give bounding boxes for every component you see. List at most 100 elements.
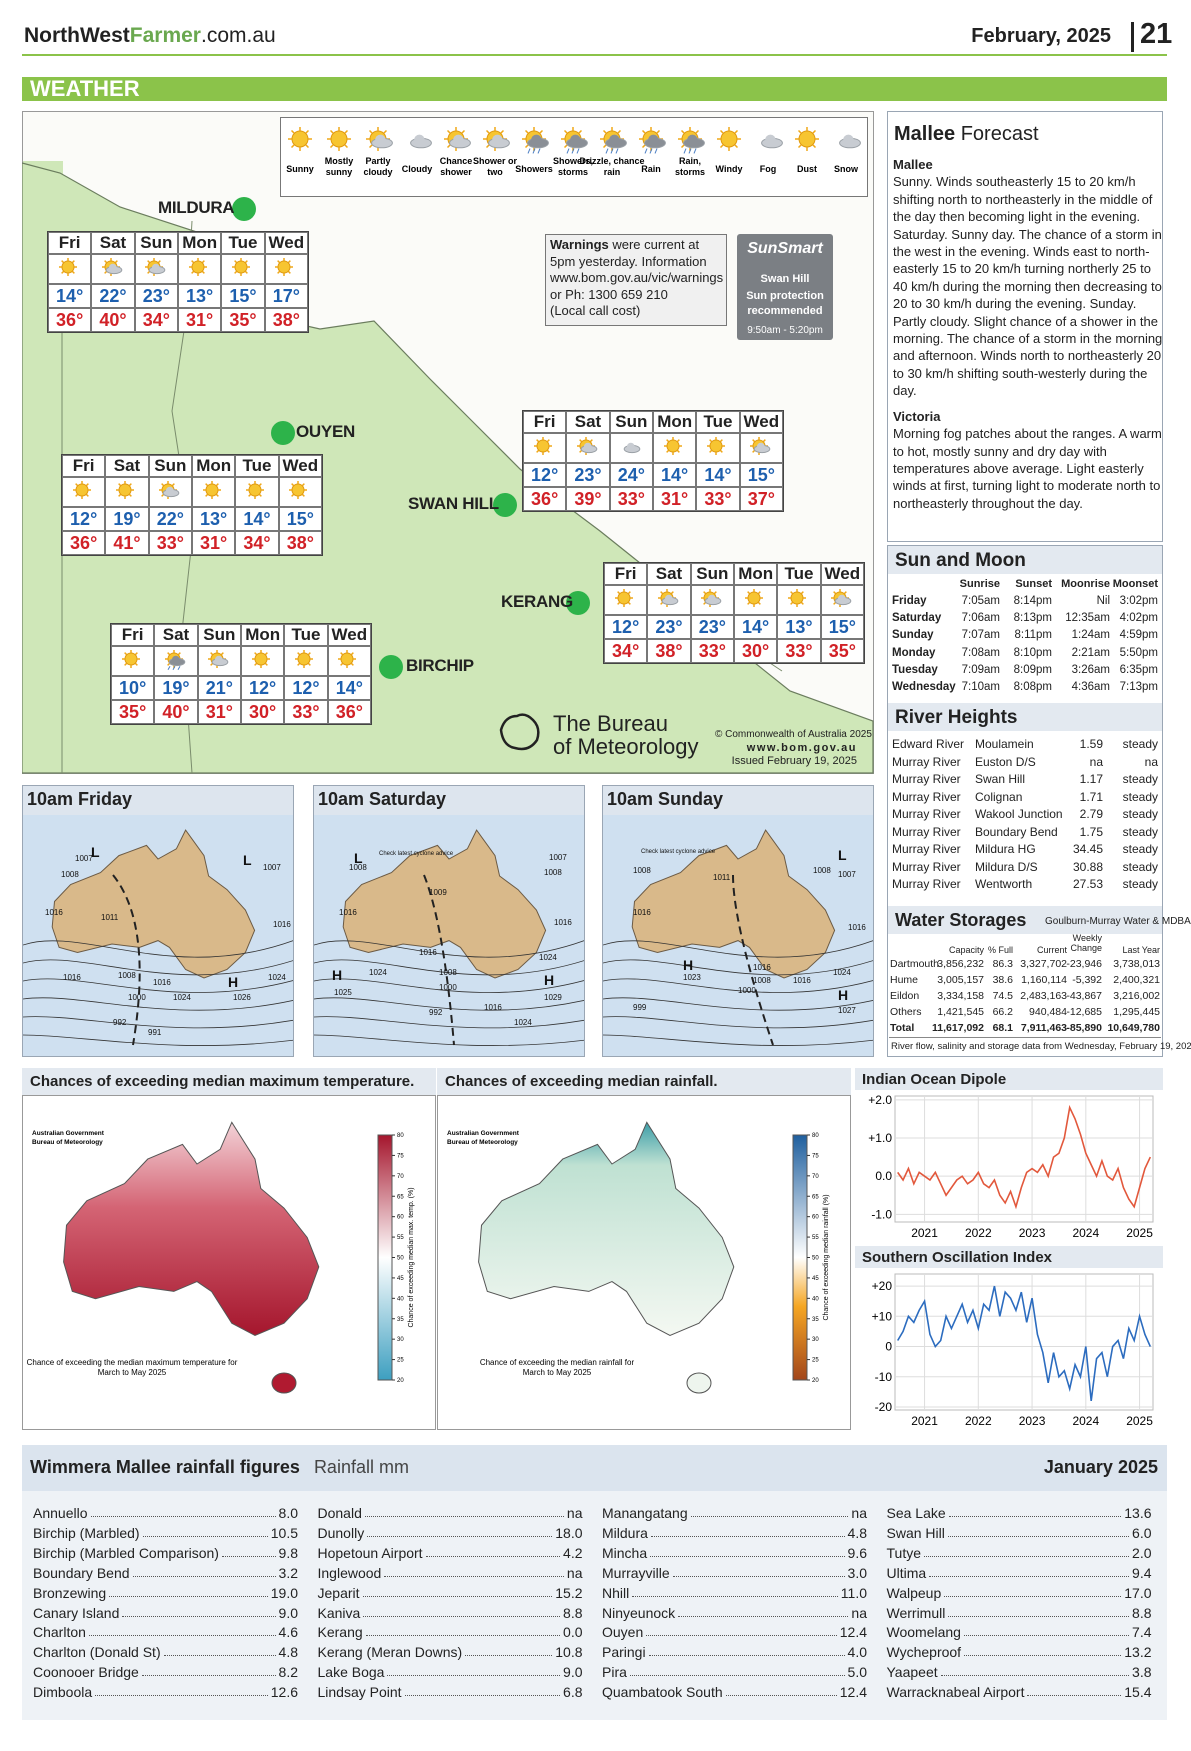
low-temp: 15° (820, 615, 864, 639)
sun-ray (752, 439, 756, 443)
pressure-label: 1016 (153, 978, 171, 987)
sun-ray (616, 601, 620, 605)
sun-ray (302, 493, 306, 497)
column-header: Moonrise (1061, 578, 1110, 590)
weather-icon (231, 258, 250, 276)
day: Wed (264, 232, 308, 254)
band (888, 906, 1162, 934)
rainfall-row: Birchip (Marbled) 10.5 (33, 1525, 298, 1541)
note: River flow, salinity and storage data fr… (891, 1041, 1191, 1052)
sun (234, 260, 248, 274)
high-temp: 36° (62, 531, 106, 555)
sun-ray (578, 129, 583, 134)
amount: 12.4 (839, 1624, 867, 1641)
icon (101, 258, 123, 276)
separator (1131, 22, 1134, 52)
station: Dunolly (317, 1524, 365, 1541)
data-panel (887, 545, 1163, 1057)
sun-ray (546, 449, 550, 453)
colorbar-label: 50 (812, 1256, 819, 1262)
unit: Rainfall mm (313, 1457, 409, 1477)
sun-ray (602, 129, 607, 134)
sun-ray (734, 144, 739, 149)
weather-icon (410, 134, 432, 149)
pressure-label: 1024 (369, 968, 387, 977)
amount: 17.0 (1124, 1584, 1152, 1601)
high-temp: 34° (604, 639, 648, 663)
forecast-text: Morning fog patches about the ranges. A … (893, 426, 1162, 511)
low-temp: 10° (111, 676, 155, 700)
isobar (603, 978, 873, 993)
icon-cell (777, 585, 821, 615)
town-dot (232, 197, 256, 221)
pressure-label: 1016 (273, 920, 291, 929)
warnings-line: www.bom.gov.au/vic/warnings (550, 270, 724, 285)
trend: na (1144, 754, 1158, 769)
time: 4:59pm (1119, 629, 1158, 642)
station: Sea Lake (886, 1505, 946, 1521)
section-banner: WEATHER (22, 77, 1167, 101)
icon (576, 437, 598, 455)
continent (51, 829, 256, 979)
sun (720, 130, 738, 148)
icon (750, 437, 771, 455)
pressure-label: 1008 (61, 870, 79, 879)
amount: 4.2 (563, 1544, 583, 1561)
town-label: OUYEN (296, 422, 355, 441)
sun-ray (290, 144, 295, 149)
sun-ray (147, 270, 151, 274)
sunsmart-text: Sun protection (746, 290, 824, 302)
sun-ray (258, 483, 262, 487)
isobar (314, 1016, 584, 1029)
station: Quambatook South (602, 1684, 723, 1701)
icon (251, 650, 270, 668)
weather-icon (327, 127, 351, 151)
low-temp: 12° (62, 507, 106, 531)
y-tick-label: 0.0 (875, 1169, 892, 1183)
legend-label: Dust (797, 164, 817, 174)
rainfall-row: Sea Lake 13.6 (887, 1505, 1152, 1521)
station: Canary Island (33, 1604, 120, 1621)
low-temp: 14° (733, 615, 778, 639)
station: Ninyeunock (602, 1604, 676, 1621)
sun-ray (210, 662, 214, 666)
forecast-heading: Mallee (893, 157, 933, 172)
pressure-label: 1024 (268, 973, 286, 982)
isobar (23, 1034, 293, 1046)
y-tick-label: +2.0 (868, 1093, 892, 1107)
day: Tue (696, 411, 740, 433)
rain (576, 148, 580, 154)
station: Coonooer Bridge (33, 1664, 139, 1681)
legend-label: Cloudy (402, 164, 433, 174)
amount: 19.0 (270, 1584, 298, 1601)
gauge: Colignan (975, 789, 1023, 804)
y-tick-label: -1.0 (871, 1207, 892, 1221)
time: 3:26am (1071, 663, 1110, 676)
town-label: BIRCHIP (406, 656, 474, 675)
colorbar-label: 25 (397, 1358, 404, 1364)
leader (425, 1545, 561, 1557)
sun-ray (244, 260, 248, 264)
sun-ray (85, 483, 89, 487)
amount: 6.8 (563, 1684, 583, 1701)
amount: 9.6 (847, 1544, 867, 1561)
sun-ray (746, 601, 750, 605)
rainfall-row: Manangatang na (602, 1505, 867, 1521)
pressure-label: 1008 (544, 868, 562, 877)
rainfall-row: Warracknabeal Airport 15.4 (887, 1684, 1152, 1700)
agency: Bureau of Meteorology (447, 1139, 518, 1146)
isobar (314, 997, 584, 1011)
caption: March to May 2025 (523, 1368, 592, 1377)
sun-ray (201, 260, 205, 264)
band (437, 1068, 851, 1095)
rainfall-row: Woomelang 7.4 (887, 1624, 1152, 1640)
leader (142, 1525, 268, 1537)
cloud (583, 442, 592, 451)
continent (342, 829, 547, 979)
amount: 3.0 (847, 1564, 867, 1581)
rain (644, 148, 648, 154)
rainfall-row: Dunolly 18.0 (318, 1525, 583, 1541)
day: Saturday (892, 612, 942, 625)
low-temp: 14° (696, 463, 740, 487)
rain (571, 148, 575, 154)
